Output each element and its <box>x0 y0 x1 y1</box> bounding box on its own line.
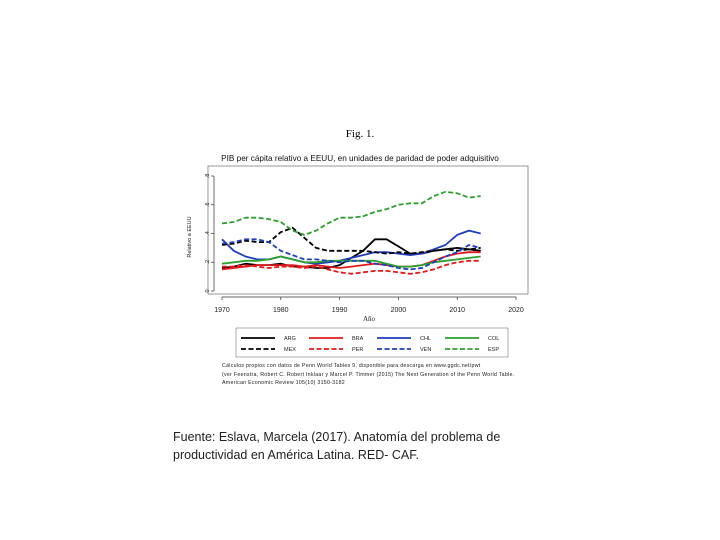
legend-label: COL <box>488 336 499 342</box>
legend-box <box>235 327 509 358</box>
legend-label: VEN <box>420 347 431 353</box>
x-tick-label: 2020 <box>508 307 524 314</box>
source-citation: Fuente: Eslava, Marcela (2017). Anatomía… <box>173 428 500 464</box>
y-axis: 0 .2 .4 .6 .8 <box>205 174 215 293</box>
x-tick-label: 1970 <box>214 307 230 314</box>
series-line-esp <box>221 190 481 236</box>
note-line: Cálculos propios con datos de Penn World… <box>222 363 481 369</box>
legend-label: ARG <box>284 336 296 342</box>
y-tick-label: .2 <box>205 260 211 265</box>
series-line-mex <box>221 226 481 255</box>
y-tick-label: .8 <box>205 174 211 179</box>
source-line: productividad en América Latina. RED- CA… <box>173 448 419 462</box>
legend-label: BRA <box>352 336 364 342</box>
legend-label: PER <box>352 347 363 353</box>
plot-frame <box>207 165 529 295</box>
y-tick-label: .4 <box>205 231 211 236</box>
figure-caption: Fig. 1. <box>345 128 375 140</box>
x-tick-label: 2010 <box>449 307 465 314</box>
series-line-per <box>222 259 481 275</box>
chart-notes: Cálculos propios con datos de Penn World… <box>222 362 514 388</box>
legend-label: CHL <box>420 336 431 342</box>
series-line-bra <box>221 251 481 271</box>
series-layer <box>221 190 481 275</box>
source-line: Fuente: Eslava, Marcela (2017). Anatomía… <box>173 430 501 444</box>
legend-label: ESP <box>488 347 499 353</box>
series-line-arg <box>221 238 481 269</box>
legend-label: MEX <box>284 347 296 353</box>
x-tick-label: 1990 <box>332 307 348 314</box>
x-tick-label: 1980 <box>273 307 289 314</box>
note-line: American Economic Review 105(10) 3150-31… <box>222 380 345 387</box>
y-tick-label: .6 <box>205 202 211 207</box>
x-tick-label: 2000 <box>391 307 407 314</box>
x-axis: 1970 1980 1990 2000 2010 2020 <box>214 296 524 314</box>
note-line: (ver Feenstra, Robert C. Robert Inklaar … <box>222 371 515 378</box>
x-axis-label: Año <box>363 315 376 323</box>
y-axis-label: Relativo a EEUU <box>187 216 193 257</box>
legend: ARG BRA CHL COL MEX PER VEN ESP <box>241 336 499 353</box>
series-line-col <box>221 255 481 268</box>
y-tick-label: 0 <box>205 289 211 292</box>
chart-title: PIB per cápita relativo a EEUU, en unida… <box>221 154 499 163</box>
